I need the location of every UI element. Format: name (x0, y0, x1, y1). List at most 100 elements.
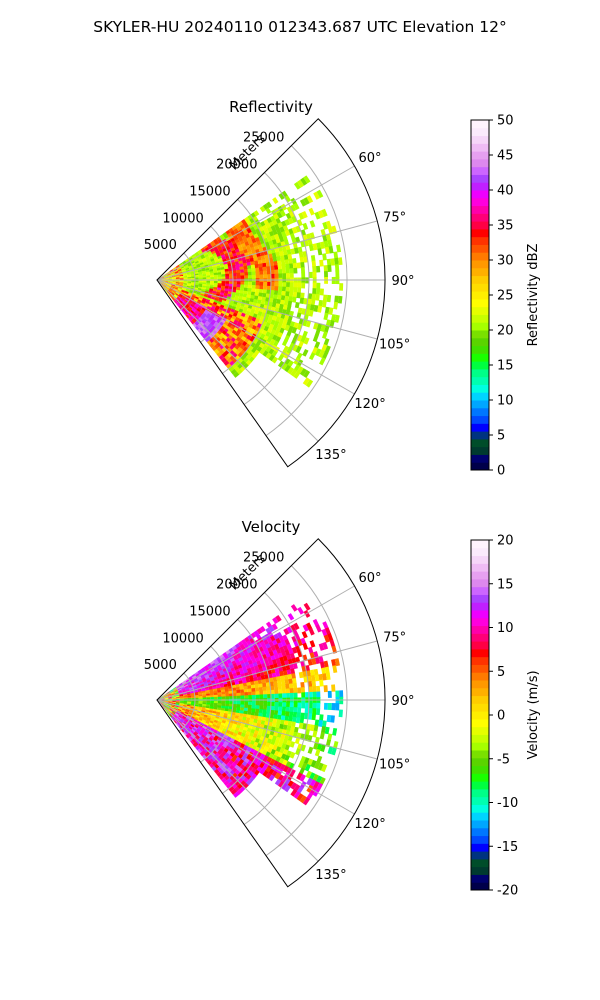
radar-cell (164, 281, 169, 283)
radar-cell (184, 298, 189, 302)
radar-cell (178, 287, 183, 290)
range-ring (265, 565, 348, 857)
colorbar-swatch (471, 330, 489, 339)
radar-cell (327, 746, 334, 755)
radar-cell (168, 701, 173, 703)
range-tick-label: 10000 (162, 211, 203, 226)
radar-cell (211, 662, 216, 668)
radar-cell (284, 218, 291, 226)
radar-cell (200, 308, 205, 313)
radar-cell (198, 702, 203, 705)
radar-cell (323, 265, 328, 273)
radar-cell (262, 350, 269, 357)
radar-cell (174, 705, 179, 708)
radar-cell (190, 285, 195, 288)
radar-cell (260, 300, 266, 306)
radar-cell (285, 263, 290, 270)
radar-cell (199, 331, 205, 337)
radar-cell (318, 643, 325, 651)
radar-cell (204, 742, 209, 747)
radar-cell (225, 281, 230, 285)
radar-cell (184, 710, 189, 714)
radar-cell (213, 692, 218, 696)
radar-cell (211, 319, 217, 324)
radar-cell (210, 700, 214, 704)
radar-cell (167, 704, 171, 707)
radar-cell (175, 698, 180, 700)
radar-cell (253, 715, 259, 721)
radar-cell (263, 694, 268, 699)
colorbar-swatch (471, 143, 489, 152)
radar-cell (334, 658, 340, 667)
radar-cell (168, 701, 173, 703)
radar-cell (304, 702, 309, 709)
radar-cell (285, 244, 291, 251)
radar-cell (175, 702, 180, 705)
radar-cell (181, 297, 186, 301)
radar-cell (239, 263, 244, 268)
radar-cell (167, 284, 172, 287)
radar-cell (324, 246, 330, 255)
radar-cell (247, 265, 252, 270)
radar-cell (316, 782, 323, 792)
radar-cell (201, 739, 206, 745)
radar-cell (235, 264, 240, 268)
radar-cell (220, 757, 226, 763)
radar-cell (198, 322, 203, 328)
radar-cell (171, 704, 176, 707)
radar-cell (282, 273, 287, 279)
radar-cell (194, 694, 199, 697)
radar-cell (279, 719, 285, 726)
colorbar-swatch (471, 687, 489, 697)
radar-cell (160, 701, 165, 704)
colorbar-swatch (471, 633, 489, 642)
radar-cell (200, 713, 205, 717)
radar-panel-reflectivity: 50001000015000200002500060°75°90°105°120… (144, 98, 541, 479)
radar-cell (194, 717, 199, 721)
radar-cell (302, 670, 308, 678)
radar-cell (315, 624, 322, 633)
radar-cell (242, 713, 248, 718)
radar-cell (215, 752, 221, 758)
radar-cell (270, 248, 276, 255)
radar-cell (191, 700, 195, 703)
colorbar-swatch (471, 384, 489, 393)
radar-cell (168, 276, 172, 278)
radar-cell (246, 261, 251, 267)
radar-cell (207, 731, 213, 736)
radar-cell (307, 658, 313, 666)
radar-cell (231, 262, 236, 266)
radar-cell (262, 712, 267, 718)
radar-cell (174, 719, 178, 724)
radar-cell (273, 731, 279, 738)
radar-cell (279, 723, 284, 730)
radar-cell (236, 689, 241, 694)
radar-cell (257, 296, 263, 301)
radar-cell (209, 273, 214, 276)
colorbar-swatch (471, 462, 489, 471)
radar-cell (203, 680, 208, 685)
radar-cell (176, 710, 181, 714)
radar-cell (297, 687, 302, 694)
radar-cell (168, 709, 172, 714)
radar-cell (180, 308, 185, 313)
radar-cell (206, 679, 211, 683)
colorbar-swatch (471, 718, 489, 728)
radar-cell (224, 691, 229, 695)
radar-cell (271, 623, 278, 631)
radar-cell (196, 676, 202, 680)
radar-cell (192, 307, 197, 312)
radar-cell (183, 278, 188, 280)
radar-cell (247, 688, 252, 693)
radar-cell (272, 298, 278, 304)
radar-cell (224, 268, 229, 273)
radar-cell (244, 692, 249, 696)
range-ring (200, 225, 234, 343)
radar-cell (179, 283, 184, 286)
radar-cell (240, 695, 245, 699)
radar-cell (289, 204, 297, 212)
radar-cell (308, 772, 316, 781)
radar-cell (160, 280, 165, 282)
radar-cell (166, 271, 170, 274)
radar-cell (266, 686, 271, 691)
